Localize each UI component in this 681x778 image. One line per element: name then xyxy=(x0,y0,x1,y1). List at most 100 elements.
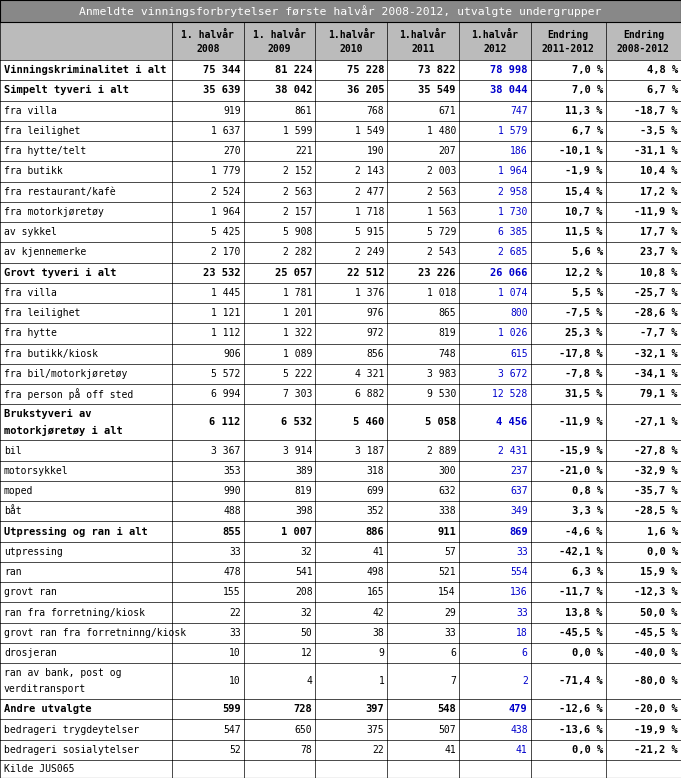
Text: 2008: 2008 xyxy=(196,44,220,54)
Text: 819: 819 xyxy=(439,328,456,338)
Text: 2 543: 2 543 xyxy=(426,247,456,258)
Text: 6: 6 xyxy=(450,648,456,658)
Text: 1. halvår: 1. halvår xyxy=(253,30,306,40)
Bar xyxy=(0,562,681,582)
Bar xyxy=(0,622,681,643)
Text: 190: 190 xyxy=(366,146,384,156)
Text: 15,9 %: 15,9 % xyxy=(641,567,678,577)
Text: 42: 42 xyxy=(373,608,384,618)
Text: 2 157: 2 157 xyxy=(283,207,313,217)
Text: 270: 270 xyxy=(223,146,241,156)
Text: 6,7 %: 6,7 % xyxy=(647,86,678,96)
Text: 1 599: 1 599 xyxy=(283,126,313,136)
Text: 155: 155 xyxy=(223,587,241,598)
Text: 2 563: 2 563 xyxy=(426,187,456,197)
Text: 2008-2012: 2008-2012 xyxy=(617,44,670,54)
Text: 7,0 %: 7,0 % xyxy=(571,86,603,96)
Text: 2 170: 2 170 xyxy=(211,247,241,258)
Text: 4,8 %: 4,8 % xyxy=(647,65,678,75)
Text: 1 480: 1 480 xyxy=(426,126,456,136)
Text: 2 249: 2 249 xyxy=(355,247,384,258)
Text: -28,5 %: -28,5 % xyxy=(634,506,678,517)
Text: 1 964: 1 964 xyxy=(211,207,241,217)
Text: 389: 389 xyxy=(295,466,313,476)
Text: Utpressing og ran i alt: Utpressing og ran i alt xyxy=(4,527,148,537)
Text: -32,9 %: -32,9 % xyxy=(634,466,678,476)
Bar xyxy=(0,521,681,541)
Text: 6,7 %: 6,7 % xyxy=(571,126,603,136)
Text: 1 730: 1 730 xyxy=(498,207,528,217)
Text: 1 074: 1 074 xyxy=(498,288,528,298)
Text: 2 003: 2 003 xyxy=(426,166,456,177)
Text: 3 367: 3 367 xyxy=(211,446,241,455)
Bar xyxy=(0,60,681,80)
Bar xyxy=(0,283,681,303)
Text: 1. halvår: 1. halvår xyxy=(181,30,234,40)
Text: 498: 498 xyxy=(366,567,384,577)
Text: fra person på off sted: fra person på off sted xyxy=(4,388,133,400)
Text: 2 282: 2 282 xyxy=(283,247,313,258)
Text: 33: 33 xyxy=(229,547,241,557)
Text: 0,0 %: 0,0 % xyxy=(571,745,603,755)
Bar xyxy=(0,699,681,720)
Text: 521: 521 xyxy=(439,567,456,577)
Text: moped: moped xyxy=(4,486,33,496)
Text: 13,8 %: 13,8 % xyxy=(565,608,603,618)
Text: -71,4 %: -71,4 % xyxy=(559,676,603,686)
Text: 990: 990 xyxy=(223,486,241,496)
Text: -3,5 %: -3,5 % xyxy=(641,126,678,136)
Text: 41: 41 xyxy=(516,745,528,755)
Text: 0,8 %: 0,8 % xyxy=(571,486,603,496)
Text: av sykkel: av sykkel xyxy=(4,227,57,237)
Text: 22: 22 xyxy=(229,608,241,618)
Text: motorsykkel: motorsykkel xyxy=(4,466,69,476)
Text: 10,8 %: 10,8 % xyxy=(641,268,678,278)
Text: 7 303: 7 303 xyxy=(283,389,313,399)
Text: -35,7 %: -35,7 % xyxy=(634,486,678,496)
Text: 819: 819 xyxy=(295,486,313,496)
Text: 186: 186 xyxy=(510,146,528,156)
Text: 1 781: 1 781 xyxy=(283,288,313,298)
Text: verditransport: verditransport xyxy=(4,684,86,694)
Text: 38 044: 38 044 xyxy=(490,86,528,96)
Text: 2 889: 2 889 xyxy=(426,446,456,455)
Text: 75 344: 75 344 xyxy=(203,65,241,75)
Text: 1 718: 1 718 xyxy=(355,207,384,217)
Text: 886: 886 xyxy=(366,527,384,537)
Text: Andre utvalgte: Andre utvalgte xyxy=(4,704,91,714)
Bar xyxy=(0,222,681,242)
Text: Grovt tyveri i alt: Grovt tyveri i alt xyxy=(4,268,116,278)
Bar xyxy=(0,602,681,622)
Text: 748: 748 xyxy=(439,349,456,359)
Text: 671: 671 xyxy=(439,106,456,116)
Text: -25,7 %: -25,7 % xyxy=(634,288,678,298)
Text: 2 143: 2 143 xyxy=(355,166,384,177)
Bar xyxy=(0,141,681,161)
Text: ran av bank, post og: ran av bank, post og xyxy=(4,668,121,678)
Text: -80,0 %: -80,0 % xyxy=(634,676,678,686)
Text: 10,7 %: 10,7 % xyxy=(565,207,603,217)
Text: 5 915: 5 915 xyxy=(355,227,384,237)
Text: -7,7 %: -7,7 % xyxy=(641,328,678,338)
Bar xyxy=(0,344,681,364)
Text: bedrageri sosialytelser: bedrageri sosialytelser xyxy=(4,745,139,755)
Text: -18,7 %: -18,7 % xyxy=(634,106,678,116)
Text: Simpelt tyveri i alt: Simpelt tyveri i alt xyxy=(4,86,129,96)
Text: -7,8 %: -7,8 % xyxy=(565,369,603,379)
Bar xyxy=(0,643,681,663)
Text: 1 018: 1 018 xyxy=(426,288,456,298)
Text: 2 431: 2 431 xyxy=(498,446,528,455)
Text: 41: 41 xyxy=(373,547,384,557)
Text: 73 822: 73 822 xyxy=(419,65,456,75)
Text: bedrageri trygdeytelser: bedrageri trygdeytelser xyxy=(4,724,139,734)
Text: 7: 7 xyxy=(450,676,456,686)
Text: 12 528: 12 528 xyxy=(492,389,528,399)
Text: -11,9 %: -11,9 % xyxy=(634,207,678,217)
Text: 352: 352 xyxy=(366,506,384,517)
Text: 22: 22 xyxy=(373,745,384,755)
Bar xyxy=(0,440,681,461)
Bar xyxy=(0,541,681,562)
Text: 650: 650 xyxy=(295,724,313,734)
Text: -11,9 %: -11,9 % xyxy=(559,417,603,427)
Text: 0,0 %: 0,0 % xyxy=(647,547,678,557)
